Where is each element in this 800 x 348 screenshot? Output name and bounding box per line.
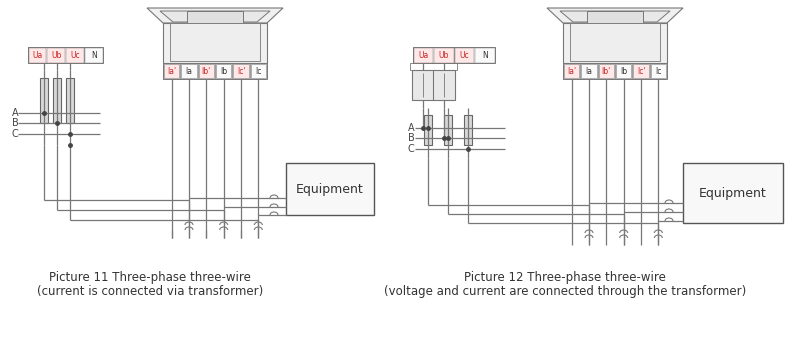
Text: Ib: Ib	[220, 66, 227, 76]
Bar	[564, 64, 579, 78]
Polygon shape	[147, 8, 283, 23]
Text: (current is connected via transformer): (current is connected via transformer)	[37, 285, 263, 299]
Bar	[412, 70, 434, 100]
Text: (voltage and current are connected through the transformer): (voltage and current are connected throu…	[384, 285, 746, 299]
Bar	[187, 11, 243, 23]
Text: N: N	[482, 50, 488, 60]
Bar	[163, 63, 267, 79]
Bar	[563, 23, 667, 63]
Bar	[598, 64, 614, 78]
Text: Ib': Ib'	[202, 66, 211, 76]
Text: A: A	[12, 108, 18, 118]
Text: C: C	[12, 129, 18, 139]
Text: B: B	[408, 133, 414, 143]
Polygon shape	[560, 11, 670, 22]
Bar	[29, 47, 46, 63]
Bar	[454, 47, 474, 63]
Bar	[570, 23, 660, 61]
Text: Ua: Ua	[418, 50, 428, 60]
Bar	[616, 64, 631, 78]
Bar	[182, 64, 197, 78]
Bar	[650, 64, 666, 78]
Bar	[464, 115, 472, 145]
Text: Ub: Ub	[51, 50, 62, 60]
Text: B: B	[12, 118, 18, 128]
Text: Uc: Uc	[459, 50, 469, 60]
Text: Ic: Ic	[255, 66, 262, 76]
Bar	[85, 47, 102, 63]
Text: Ub: Ub	[438, 50, 449, 60]
Bar	[66, 47, 84, 63]
Text: Ia': Ia'	[567, 66, 576, 76]
Polygon shape	[547, 8, 683, 23]
Text: Equipment: Equipment	[296, 182, 364, 196]
Bar	[216, 64, 231, 78]
Polygon shape	[160, 11, 270, 22]
Bar	[66, 78, 74, 123]
Text: Ib: Ib	[620, 66, 627, 76]
Bar	[28, 47, 103, 63]
Bar	[250, 64, 266, 78]
Bar	[40, 78, 48, 123]
Text: C: C	[408, 144, 414, 154]
Text: Ua: Ua	[32, 50, 42, 60]
Bar	[164, 64, 179, 78]
Bar	[433, 70, 454, 100]
Bar	[170, 23, 260, 61]
Bar	[634, 64, 649, 78]
Text: Ic': Ic'	[637, 66, 646, 76]
Text: Uc: Uc	[70, 50, 80, 60]
Text: Ic: Ic	[655, 66, 662, 76]
Text: Ia': Ia'	[167, 66, 176, 76]
Bar	[414, 47, 433, 63]
Text: Ia: Ia	[186, 66, 193, 76]
Bar	[286, 163, 374, 215]
Text: Ic': Ic'	[237, 66, 246, 76]
Bar	[163, 23, 267, 63]
Text: Picture 12 Three-phase three-wire: Picture 12 Three-phase three-wire	[464, 271, 666, 285]
Bar	[47, 47, 65, 63]
Bar	[198, 64, 214, 78]
Bar	[582, 64, 597, 78]
Text: Ib': Ib'	[602, 66, 611, 76]
Text: Ia: Ia	[586, 66, 593, 76]
Text: Equipment: Equipment	[699, 187, 767, 199]
Bar	[444, 115, 452, 145]
Bar	[413, 47, 495, 63]
Bar	[587, 11, 643, 23]
Bar	[475, 47, 494, 63]
Bar	[410, 63, 457, 70]
Bar	[424, 115, 432, 145]
Bar	[53, 78, 61, 123]
Text: A: A	[408, 123, 414, 133]
Text: N: N	[90, 50, 97, 60]
Text: Picture 11 Three-phase three-wire: Picture 11 Three-phase three-wire	[49, 271, 251, 285]
Bar	[683, 163, 783, 223]
Bar	[434, 47, 454, 63]
Bar	[563, 63, 667, 79]
Bar	[234, 64, 249, 78]
